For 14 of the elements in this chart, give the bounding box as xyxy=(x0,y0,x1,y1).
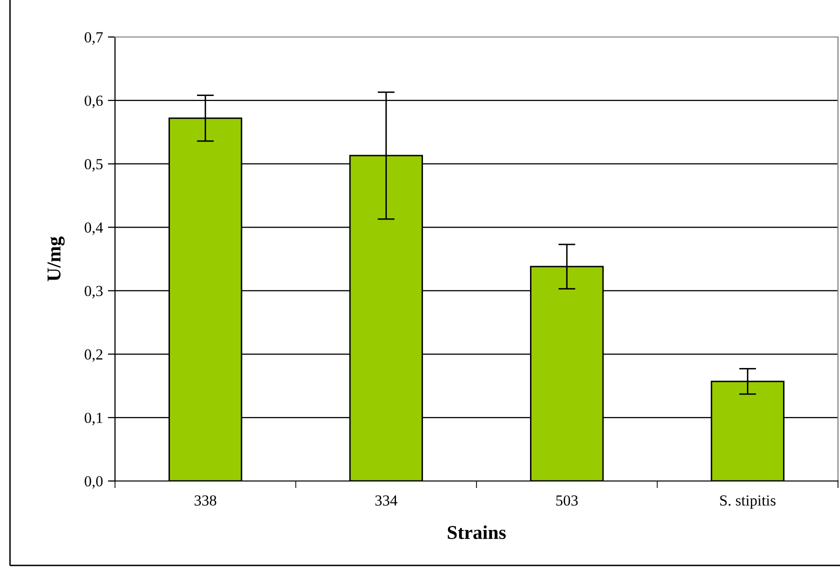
y-tick-label: 0,7 xyxy=(84,32,103,45)
x-tick-label: 338 xyxy=(194,495,216,506)
x-tick-label: S. stipitis xyxy=(720,495,776,509)
y-tick-label: 0,1 xyxy=(84,412,102,426)
y-tick-label: 0,3 xyxy=(84,286,103,298)
x-tick-label: 334 xyxy=(375,495,398,506)
x-axis-title: Strains xyxy=(448,525,506,540)
y-tick-label: 0,4 xyxy=(84,222,103,235)
y-tick-label: 0,0 xyxy=(84,476,103,489)
y-tick-label: 0,5 xyxy=(84,159,103,172)
y-axis-title: U/mg xyxy=(48,236,65,282)
x-tick-label: 503 xyxy=(556,495,578,506)
y-tick-label: 0,6 xyxy=(84,96,103,108)
y-tick-label: 0,2 xyxy=(84,349,102,362)
